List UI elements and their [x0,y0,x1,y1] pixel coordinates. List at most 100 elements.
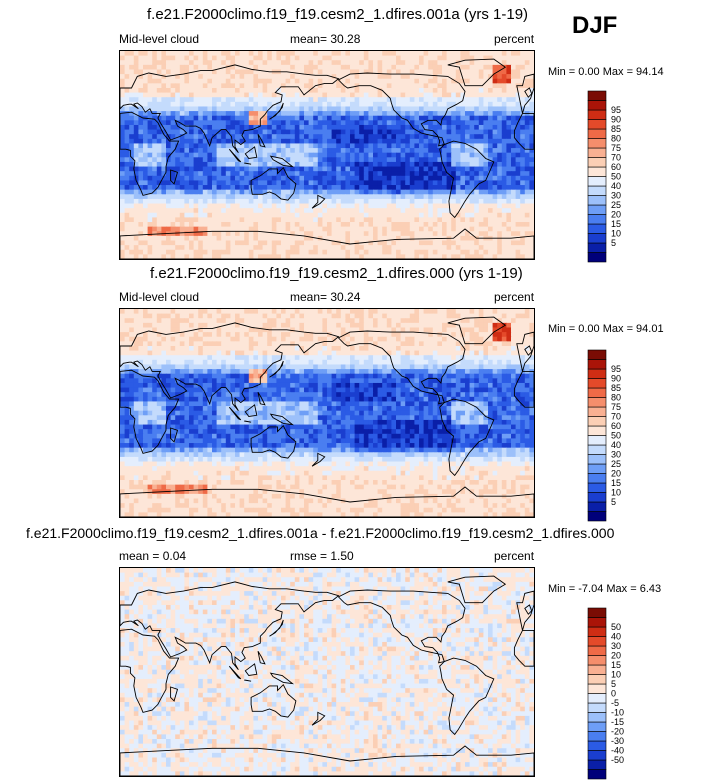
field-cell [524,194,530,200]
field-cell [524,231,530,237]
field-cell [529,194,534,200]
field-cell [317,92,323,98]
field-cell [391,185,397,191]
field-cell [501,55,507,61]
field-cell [336,240,342,246]
field-cell [120,120,126,126]
field-cell [230,189,236,195]
field-cell [299,60,305,66]
field-cell [124,111,130,117]
field-cell [419,74,425,80]
field-cell [156,69,162,75]
field-cell [175,217,181,223]
field-cell [244,111,250,117]
field-cell [221,235,227,242]
field-cell [469,101,475,108]
field-cell [492,64,498,71]
field-cell [511,83,517,89]
field-cell [529,138,534,145]
field-cell [216,78,222,84]
field-cell [465,166,471,172]
field-cell [216,166,222,172]
field-cell [455,124,461,131]
field-cell [529,134,534,140]
field-cell [120,345,126,352]
field-cell [313,336,319,342]
field-cell [386,318,392,324]
field-cell [271,87,277,94]
field-cell [308,345,314,352]
field-cell [345,124,351,131]
field-cell [400,180,406,186]
field-cell [483,341,489,347]
field-cell [170,175,176,182]
colorbar-cell [587,119,607,130]
field-cell [515,212,521,218]
field-cell [506,222,512,228]
field-cell [497,208,503,214]
field-cell [156,64,162,71]
field-cell [133,249,139,255]
field-cell [419,249,425,255]
field-cell [322,217,328,223]
field-cell [184,231,190,237]
field-cell [460,212,466,218]
field-cell [350,189,356,195]
field-cell [138,189,144,195]
field-cell [331,87,337,94]
field-cell [248,231,254,237]
field-cell [313,92,319,98]
field-cell [124,106,130,112]
field-cell [193,345,199,352]
field-cell [124,87,130,94]
field-cell [207,148,213,154]
field-cell [396,152,402,158]
field-cell [474,124,480,131]
field-cell [488,180,494,186]
field-cell [216,111,222,117]
field-cell [285,189,291,195]
field-cell [405,309,411,315]
field-cell [451,327,457,333]
field-cell [345,74,351,80]
field-cell [511,322,517,329]
field-cell [423,161,429,168]
field-cell [405,87,411,94]
field-cell [483,185,489,191]
field-cell [212,322,218,329]
field-cell [198,129,204,135]
field-cell [225,231,231,237]
field-cell [179,313,185,319]
field-cell [354,175,360,182]
field-cell [363,175,369,182]
field-cell [304,138,310,145]
field-cell [225,313,231,319]
field-cell [386,345,392,352]
field-cell [460,180,466,186]
field-cell [129,115,135,121]
field-cell [400,345,406,352]
field-cell [281,322,287,329]
coastline [524,87,533,98]
field-cell [124,254,130,259]
field-cell [359,51,365,57]
field-cell [248,318,254,324]
field-cell [400,341,406,347]
field-cell [488,231,494,237]
field-cell [501,51,507,57]
field-cell [478,226,484,232]
field-cell [161,194,167,200]
field-cell [124,157,130,163]
field-cell [184,120,190,126]
field-cell [225,78,231,84]
field-cell [120,134,126,140]
field-cell [396,97,402,103]
field-cell [308,111,314,117]
field-cell [511,115,517,121]
field-cell [373,87,379,94]
field-cell [198,134,204,140]
field-cell [327,350,333,356]
field-cell [373,203,379,209]
field-cell [506,245,512,251]
field-cell [497,222,503,228]
